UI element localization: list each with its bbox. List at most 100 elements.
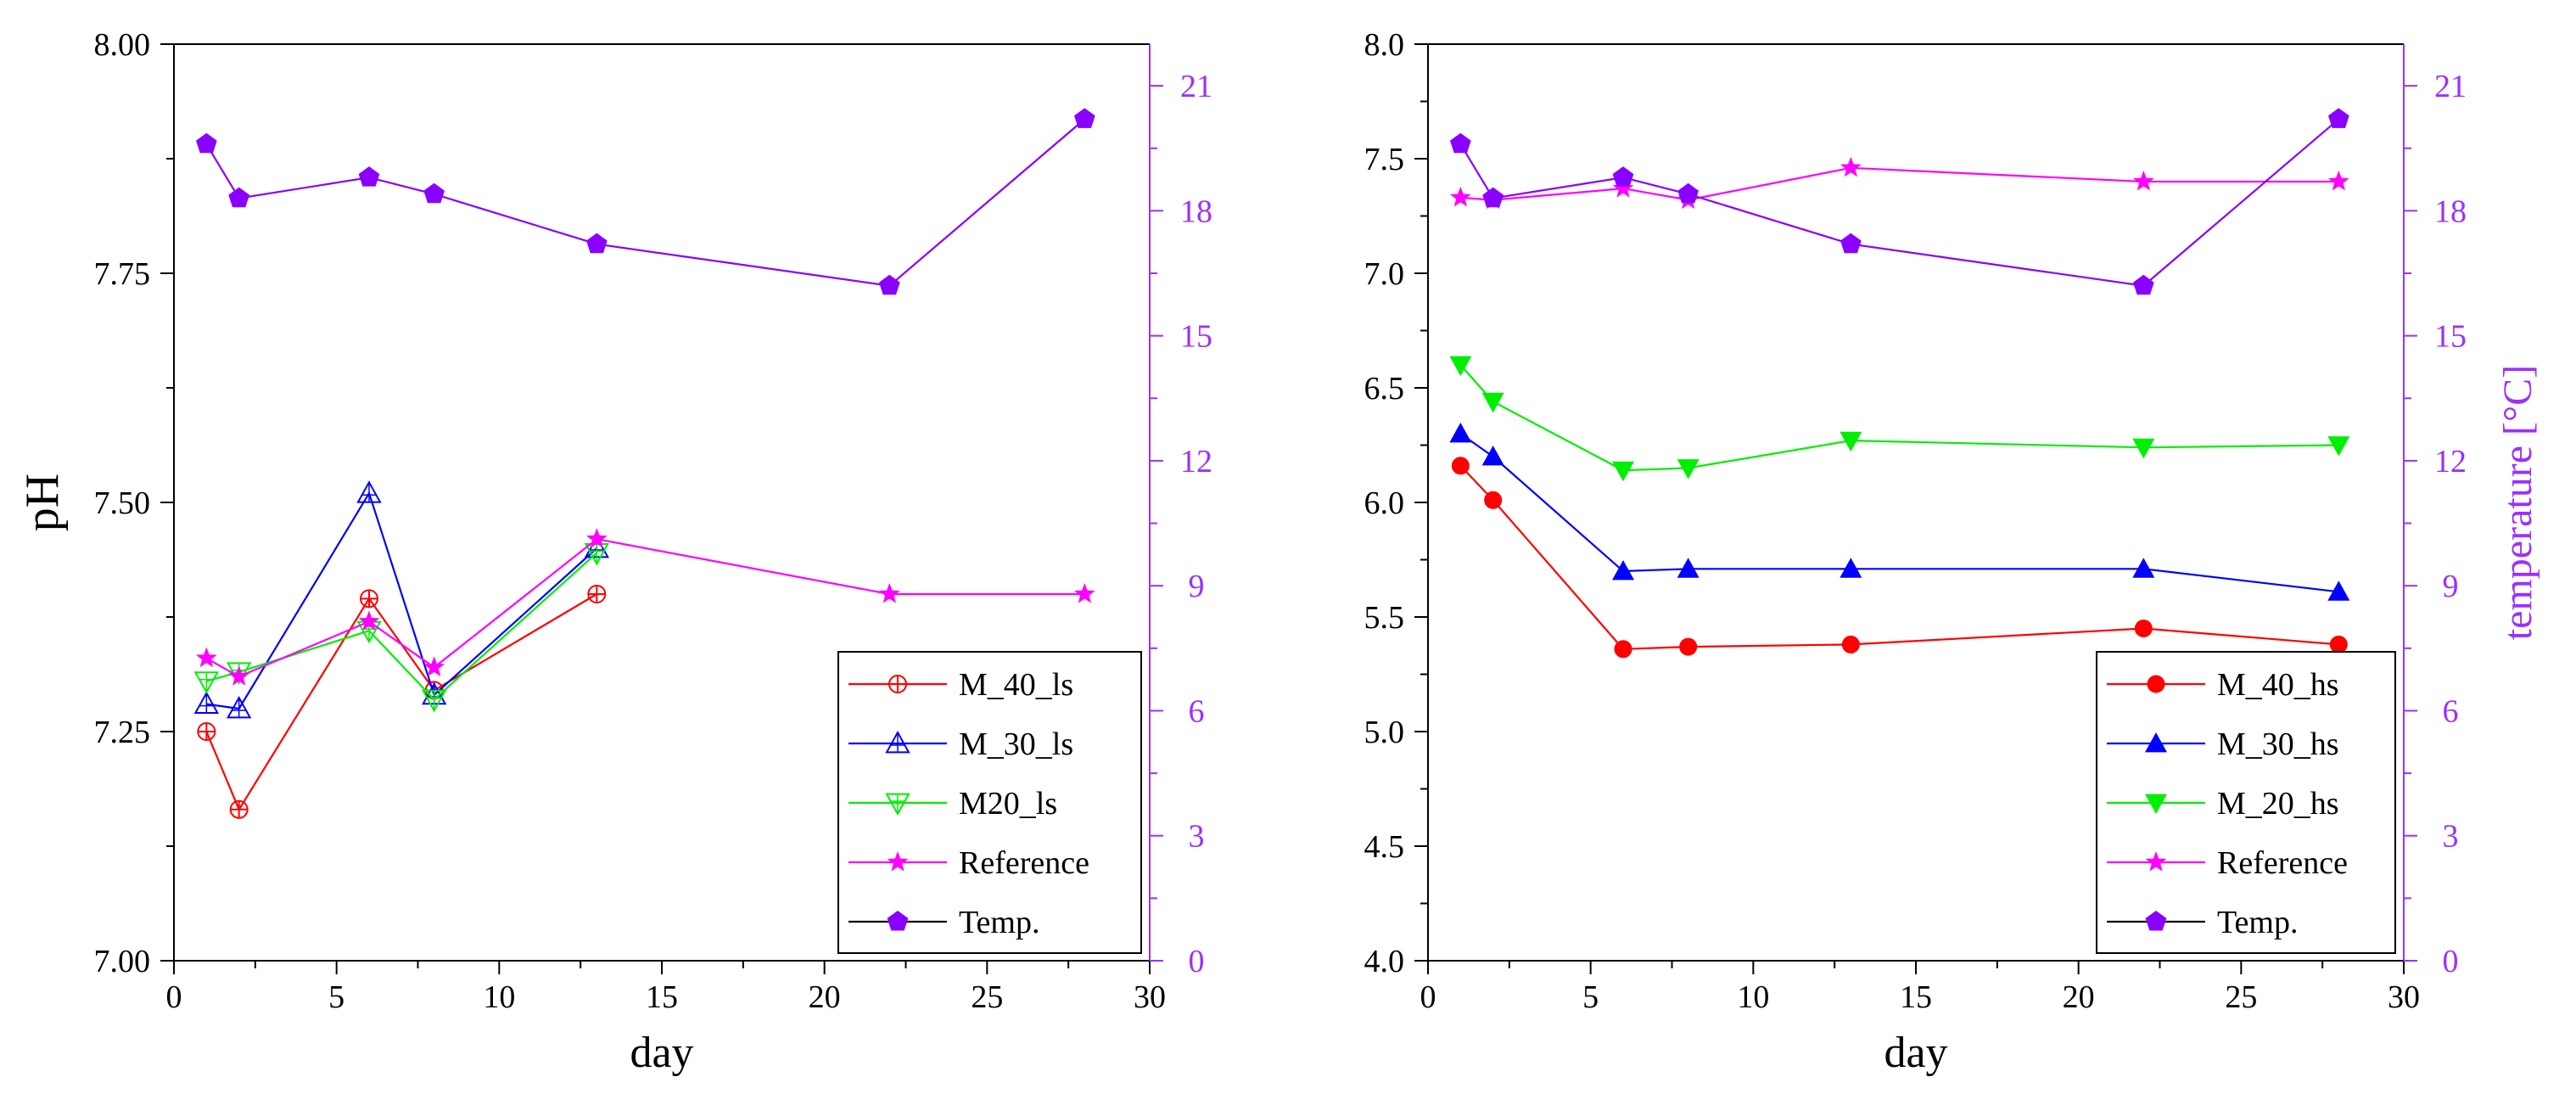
data-point (1450, 186, 1471, 207)
data-point (421, 689, 447, 713)
x-axis-label: day (630, 1029, 693, 1077)
data-point (193, 671, 220, 694)
legend-marker (2145, 851, 2167, 872)
data-point (2132, 558, 2155, 578)
y2-tick-label: 6 (2443, 693, 2459, 729)
legend-label: Temp. (959, 905, 1039, 940)
y-tick-label: 7.25 (94, 715, 151, 750)
data-point (1074, 583, 1095, 603)
data-point (1449, 423, 1472, 443)
series-M_40_ls (197, 585, 607, 819)
y-axis-label: pH (16, 474, 69, 531)
series-M_20_hs (1449, 356, 2350, 482)
y2-axis-label: temperature [°C] (2495, 365, 2540, 640)
legend-item: M_30_hs (2107, 726, 2339, 762)
data-point (196, 132, 217, 154)
y2-tick-label: 3 (2443, 819, 2459, 855)
series-M20_ls (193, 543, 610, 713)
data-point (1679, 637, 1698, 656)
legend-item: M_30_ls (848, 726, 1073, 762)
y-tick-label: 5.0 (1364, 715, 1405, 750)
legend-marker (887, 911, 909, 931)
y2-tick-label: 0 (2443, 944, 2459, 979)
data-point (2327, 581, 2350, 601)
data-point (358, 610, 380, 631)
data-point (360, 589, 378, 609)
legend-item: Temp. (848, 905, 1039, 940)
data-point (358, 166, 380, 187)
legend-marker (888, 675, 907, 693)
series-line (205, 118, 1086, 287)
series-line (206, 491, 598, 710)
legend-label: M_40_hs (2217, 667, 2339, 703)
y2-tick-label: 3 (1189, 819, 1205, 855)
legend-marker (885, 793, 910, 816)
y2-tick-label: 9 (2443, 569, 2459, 604)
y-tick-label: 4.5 (1364, 829, 1405, 865)
x-tick-label: 20 (2063, 979, 2095, 1015)
y-tick-label: 7.00 (94, 944, 151, 979)
legend-item: Reference (2107, 845, 2348, 881)
data-point (2329, 635, 2348, 653)
data-point (197, 722, 216, 741)
legend-label: M_40_ls (959, 667, 1073, 703)
series-line (1460, 166, 2339, 201)
data-point (1612, 177, 1634, 198)
y-tick-label: 6.5 (1364, 371, 1405, 407)
y2-tick-label: 12 (1180, 444, 1212, 480)
data-point (1612, 560, 1634, 581)
legend-marker (885, 730, 910, 754)
y2-tick-label: 15 (1180, 319, 1212, 355)
x-tick-label: 25 (2225, 979, 2257, 1015)
data-point (1481, 446, 1504, 466)
series-line (1459, 433, 2339, 593)
x-tick-label: 15 (1900, 979, 1932, 1015)
x-tick-label: 20 (809, 979, 841, 1015)
data-point (226, 695, 252, 719)
legend-label: M_30_hs (2217, 726, 2339, 762)
y2-tick-label: 15 (2434, 319, 2467, 355)
series-M_30_hs (1449, 423, 2350, 601)
data-point (2327, 436, 2350, 457)
data-point (1481, 392, 1504, 413)
legend-marker (2145, 794, 2167, 814)
y2-tick-label: 21 (1180, 69, 1212, 104)
legend-label: Reference (2217, 845, 2348, 881)
data-point (1840, 431, 1862, 452)
data-point (1484, 491, 1503, 509)
legend-item: M20_ls (848, 786, 1057, 822)
series-line (1459, 118, 2340, 287)
data-point (1449, 356, 1472, 376)
data-point (228, 665, 249, 686)
data-point (1450, 132, 1471, 154)
data-point (1451, 457, 1470, 475)
y2-tick-label: 18 (2434, 194, 2467, 229)
data-point (229, 799, 249, 819)
legend: M_40_ls M_30_ls M20_ls Reference Temp. (837, 651, 1142, 954)
data-point (1614, 640, 1632, 659)
legend-label: M_30_ls (959, 726, 1073, 762)
y2-tick-label: 6 (1189, 693, 1205, 729)
data-point (1482, 187, 1504, 208)
x-tick-label: 10 (1737, 979, 1769, 1015)
data-point (1612, 461, 1634, 482)
data-point (1677, 459, 1700, 480)
legend-item: Temp. (2107, 905, 2298, 940)
legend-label: Reference (959, 845, 1089, 881)
x-tick-label: 0 (166, 979, 182, 1015)
data-point (1841, 635, 1860, 653)
data-point (1677, 558, 1700, 578)
data-point (587, 585, 607, 603)
x-tick-label: 10 (483, 979, 515, 1015)
legend-item: Reference (848, 845, 1089, 881)
legend-item: M_40_ls (848, 667, 1073, 703)
ph-chart-low-salt: 0 5 10 15 20 25 30 day 7.00 7.25 7.50 7.75 8.00 pH 0 3 6… (16, 27, 1212, 1077)
x-tick-label: 5 (1582, 979, 1599, 1015)
data-point (1840, 233, 1862, 254)
legend-label: M_20_hs (2217, 786, 2339, 822)
data-point (2133, 171, 2154, 191)
x-tick-label: 0 (1420, 979, 1436, 1015)
data-point (879, 274, 900, 295)
y-tick-label: 6.0 (1364, 485, 1405, 521)
data-point (423, 656, 445, 676)
